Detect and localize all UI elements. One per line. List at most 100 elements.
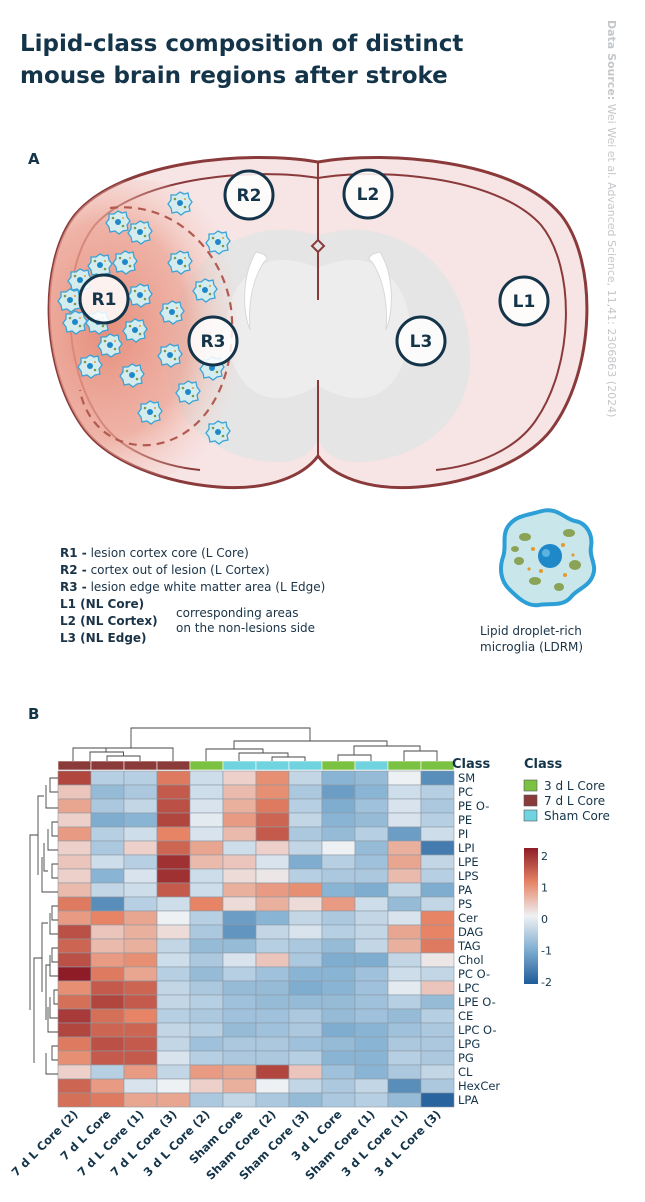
heatmap-cell <box>156 1050 191 1066</box>
heatmap-cell <box>387 784 422 800</box>
heatmap-cell <box>321 812 356 828</box>
heatmap-cell <box>255 952 290 968</box>
heatmap-cell <box>420 798 455 814</box>
heatmap-cell <box>222 798 257 814</box>
heatmap-cell <box>420 1008 455 1024</box>
row-label: PI <box>458 827 468 841</box>
heatmap-cell <box>156 826 191 842</box>
heatmap-cell <box>420 770 455 786</box>
heatmap-cell <box>354 896 389 912</box>
heatmap-cell <box>321 798 356 814</box>
heatmap-cell <box>420 1064 455 1080</box>
heatmap-cell <box>354 840 389 856</box>
panel-a-label: A <box>28 150 40 168</box>
heatmap-cell <box>189 798 224 814</box>
region-r3: R3 <box>201 332 226 352</box>
heatmap-cell <box>123 980 158 996</box>
heatmap-cell <box>255 826 290 842</box>
heatmap-cell <box>222 938 257 954</box>
heatmap-cell <box>123 1036 158 1052</box>
heatmap-cell <box>90 1022 125 1038</box>
heatmap-cell <box>156 994 191 1010</box>
heatmap-cell <box>57 868 92 884</box>
heatmap-cell <box>288 1036 323 1052</box>
heatmap-cell <box>189 854 224 870</box>
heatmap-cell <box>57 812 92 828</box>
heatmap-cell <box>90 1008 125 1024</box>
class-bar-cell <box>321 760 356 771</box>
heatmap-cell <box>255 1022 290 1038</box>
legend-l3: L3 (NL Edge) <box>60 631 147 645</box>
heatmap-cell <box>255 770 290 786</box>
class-legend-swatch <box>523 779 538 792</box>
row-label: LPE <box>458 855 479 869</box>
heatmap-cell <box>255 910 290 926</box>
heatmap-cell <box>156 1008 191 1024</box>
class-bar-cell <box>57 760 92 771</box>
heatmap-cell <box>288 1050 323 1066</box>
heatmap-cell <box>288 1078 323 1094</box>
heatmap-cell <box>90 1092 125 1108</box>
heatmap-cell <box>288 938 323 954</box>
heatmap-cell <box>420 1078 455 1094</box>
heatmap-cell <box>321 1092 356 1108</box>
heatmap-cell <box>255 784 290 800</box>
heatmap-cell <box>420 924 455 940</box>
heatmap-cell <box>90 910 125 926</box>
class-bar-cell <box>90 760 125 771</box>
row-label: LPA <box>458 1093 479 1107</box>
heatmap-cell <box>90 840 125 856</box>
heatmap-cell <box>90 924 125 940</box>
heatmap-cell <box>288 910 323 926</box>
row-label: PE O- <box>458 799 489 813</box>
heatmap-cell <box>90 868 125 884</box>
class-bar-cell <box>222 760 257 771</box>
heatmap-cell <box>288 840 323 856</box>
heatmap-cell <box>255 1078 290 1094</box>
heatmap-cell <box>387 994 422 1010</box>
heatmap-cell <box>354 1008 389 1024</box>
heatmap-cell <box>354 826 389 842</box>
heatmap-cell <box>189 896 224 912</box>
heatmap-cell <box>222 1036 257 1052</box>
heatmap-cell <box>420 952 455 968</box>
heatmap-cell <box>387 840 422 856</box>
heatmap-cell <box>57 1064 92 1080</box>
heatmap-cell <box>57 840 92 856</box>
heatmap-cell <box>288 1064 323 1080</box>
class-legend-swatch <box>523 809 538 822</box>
heatmap-cell <box>288 980 323 996</box>
heatmap-cell <box>156 854 191 870</box>
legend-r3: R3 - lesion edge white matter area (L Ed… <box>60 580 326 594</box>
heatmap-cell <box>222 840 257 856</box>
heatmap-cell <box>156 770 191 786</box>
class-bar-cell <box>255 760 290 771</box>
heatmap-cell <box>123 840 158 856</box>
heatmap-cell <box>222 952 257 968</box>
heatmap-cell <box>288 770 323 786</box>
heatmap-cell <box>255 840 290 856</box>
heatmap-cell <box>189 1022 224 1038</box>
heatmap-cell <box>387 798 422 814</box>
heatmap-cell <box>321 910 356 926</box>
heatmap-cell <box>189 980 224 996</box>
heatmap-cell <box>90 784 125 800</box>
heatmap-cell <box>420 980 455 996</box>
class-bar-cell <box>387 760 422 771</box>
heatmap-cell <box>387 1092 422 1108</box>
heatmap-cell <box>354 812 389 828</box>
row-label: TAG <box>457 939 481 953</box>
heatmap-cell <box>123 924 158 940</box>
heatmap-cell <box>123 812 158 828</box>
heatmap-cell <box>222 994 257 1010</box>
heatmap-cell <box>222 868 257 884</box>
heatmap-cell <box>189 910 224 926</box>
heatmap-cell <box>90 994 125 1010</box>
heatmap-cell <box>156 868 191 884</box>
heatmap-cell <box>354 924 389 940</box>
heatmap-cell <box>387 812 422 828</box>
heatmap-cell <box>90 952 125 968</box>
heatmap-cell <box>189 924 224 940</box>
heatmap-cell <box>189 826 224 842</box>
